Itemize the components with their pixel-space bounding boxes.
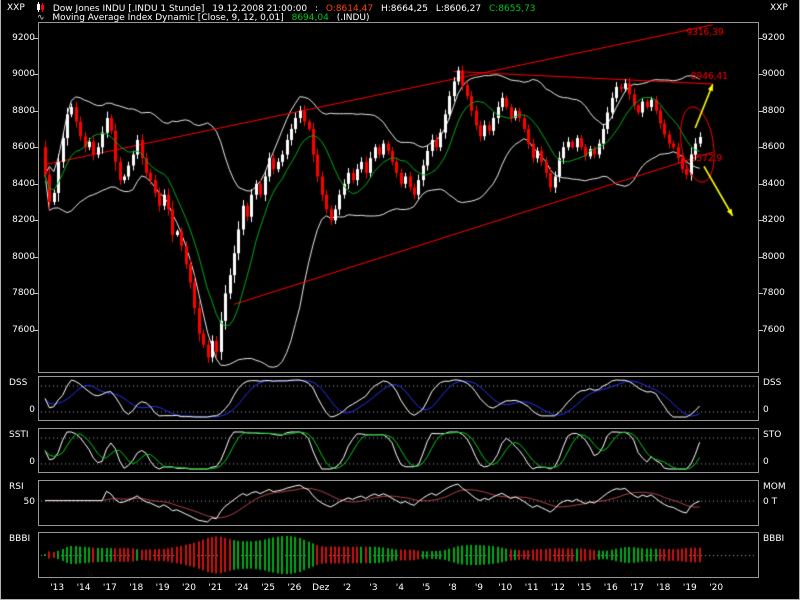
indicator-value: 8694,04: [291, 13, 329, 23]
x-axis-label: '9: [474, 583, 484, 593]
y-axis-label: 8800: [762, 105, 785, 116]
rsi-zero-right: 0 T: [763, 497, 778, 507]
y-axis-label: 8200: [762, 215, 785, 226]
y-tick: [759, 329, 763, 331]
x-axis-label: '26: [287, 583, 302, 593]
dss-label-right: DSS: [763, 378, 782, 388]
wave-icon: ∿: [37, 13, 45, 23]
y-tick: [759, 110, 763, 112]
y-axis-label: 8800: [12, 105, 35, 116]
y-axis-label: 8600: [12, 142, 35, 153]
quote-low: L:8606,27: [435, 4, 482, 14]
y-tick: [759, 256, 763, 258]
ssti-label-left: SSTI: [9, 430, 29, 440]
y-axis-label: 7800: [12, 288, 35, 299]
quote-open: O:8614,47: [325, 4, 374, 14]
ssti-label-right: STO: [763, 430, 782, 440]
y-axis-label: 8400: [762, 178, 785, 189]
x-axis-label: '4: [395, 583, 404, 593]
ssti-zero-right: 0: [763, 457, 769, 467]
x-axis-label: '24: [234, 583, 249, 593]
bbbi-indicator-canvas[interactable]: [39, 533, 758, 577]
x-axis-label: '19: [155, 583, 170, 593]
x-axis-label: '16: [603, 583, 618, 593]
bbbi-panel: [38, 532, 759, 578]
y-axis-label: 9200: [12, 32, 35, 43]
xxp-label-left: XXP: [7, 3, 25, 13]
ssti-indicator-canvas[interactable]: [39, 429, 758, 472]
dss-indicator-canvas[interactable]: [39, 377, 758, 420]
quote-timestamp: 19.12.2008 21:00:00: [212, 4, 308, 14]
chart-title: Dow Jones INDU [.INDU 1 Stunde]: [52, 4, 205, 14]
x-axis-label: '2: [343, 583, 352, 593]
quote-header: Dow Jones INDU [.INDU 1 Stunde] 19.12.20…: [37, 2, 541, 14]
x-axis-label: '8: [448, 583, 457, 593]
y-tick: [759, 147, 763, 149]
dss-zero-right: 0: [763, 405, 769, 415]
y-axis-label: 8000: [12, 251, 35, 262]
rsi-indicator-canvas[interactable]: [39, 481, 758, 525]
x-axis-label: '21: [208, 583, 223, 593]
main-chart-panel: [38, 22, 759, 373]
y-axis-label: 8400: [12, 178, 35, 189]
x-axis-label: '14: [76, 583, 91, 593]
x-axis-label: Dez: [312, 583, 330, 593]
x-axis-label: '17: [102, 583, 117, 593]
ssti-panel: [38, 428, 759, 473]
x-axis-label: '25: [261, 583, 276, 593]
y-tick: [759, 37, 763, 39]
x-axis-label: '11: [524, 583, 539, 593]
quote-separator: :: [314, 4, 318, 14]
y-axis-label: 7600: [762, 324, 785, 335]
x-axis-label: '12: [551, 583, 565, 593]
indicator-name: Moving Average Index Dynamic [Close, 9, …: [52, 13, 284, 23]
bbbi-label-right: BBBI: [763, 534, 785, 544]
rsi-50-label: 50: [23, 497, 35, 507]
rsi-label-left: RSI: [9, 482, 24, 492]
y-axis-label: 8200: [12, 215, 35, 226]
bbbi-label-left: BBBI: [9, 534, 31, 544]
y-axis-label: 8600: [762, 142, 785, 153]
x-axis-label: '20: [182, 583, 196, 593]
y-tick: [759, 220, 763, 222]
quote-close: C:8655,73: [488, 4, 536, 14]
rsi-label-right: MOM: [763, 482, 786, 492]
x-axis-label: '5: [422, 583, 431, 593]
ssti-zero-left: 0: [29, 457, 35, 467]
x-axis-label: '10: [498, 583, 513, 593]
rsi-panel: [38, 480, 759, 526]
x-axis-label: '15: [577, 583, 592, 593]
x-axis-label: '3: [369, 583, 378, 593]
dss-label-left: DSS: [9, 378, 28, 388]
x-axis-label: '13: [50, 583, 65, 593]
y-axis-label: 7800: [762, 288, 785, 299]
xxp-label-right: XXP: [770, 3, 788, 13]
y-axis-label: 8000: [762, 251, 785, 262]
dss-zero-left: 0: [29, 405, 35, 415]
y-axis-label: 9000: [762, 69, 785, 80]
x-axis-label: '18: [129, 583, 144, 593]
y-tick: [759, 293, 763, 295]
candlestick-icon: [37, 2, 45, 14]
quote-high: H:8664,25: [380, 4, 428, 14]
y-tick: [759, 74, 763, 76]
indicator-header: ∿ Moving Average Index Dynamic [Close, 9…: [37, 13, 375, 23]
x-axis-label: '19: [682, 583, 697, 593]
y-axis-label: 9200: [762, 32, 785, 43]
dss-panel: [38, 376, 759, 421]
y-axis-label: 9000: [12, 69, 35, 80]
y-tick: [759, 183, 763, 185]
main-chart-canvas[interactable]: [39, 23, 758, 372]
y-axis-label: 7600: [12, 324, 35, 335]
x-axis-label: '20: [709, 583, 724, 593]
x-axis-label: '17: [630, 583, 645, 593]
indicator-instrument: (.INDU): [336, 13, 370, 23]
x-axis-label: '18: [656, 583, 671, 593]
